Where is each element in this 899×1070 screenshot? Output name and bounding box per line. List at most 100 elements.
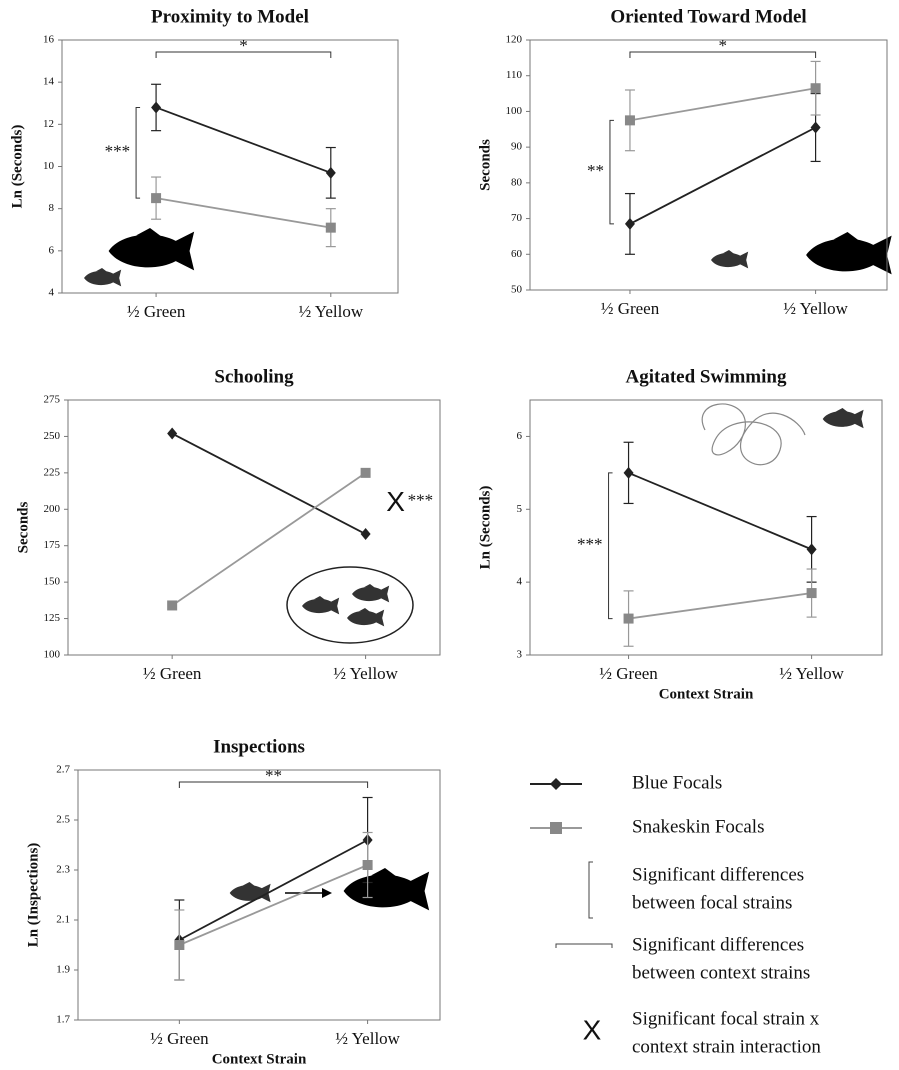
marker <box>167 600 178 611</box>
x-tick-label: ½ Yellow <box>779 664 844 683</box>
y-tick-label: 14 <box>43 76 55 88</box>
y-axis-label: Seconds <box>15 502 31 554</box>
y-tick-label: 3 <box>517 649 523 661</box>
x-axis-label: Context Strain <box>212 1051 307 1067</box>
legend-mark: X <box>583 1014 602 1045</box>
x-tick-label: ½ Green <box>127 302 186 321</box>
panel: Agitated Swimming Ln (Seconds) Context Str… <box>477 366 883 702</box>
context-sig: * <box>719 36 728 55</box>
marker <box>810 121 821 134</box>
interaction-sig: *** <box>408 490 434 509</box>
marker <box>806 543 817 556</box>
series-line <box>178 839 369 941</box>
y-tick-label: 2.3 <box>56 864 70 876</box>
x-tick-label: ½ Green <box>143 664 202 683</box>
y-tick-label: 16 <box>43 34 55 46</box>
y-tick-label: 8 <box>49 202 55 214</box>
panel: Schooling Seconds 100 125 150 175 200 225 250 275… <box>15 366 441 683</box>
y-tick-label: 150 <box>44 576 61 588</box>
y-tick-label: 2.5 <box>56 814 70 826</box>
y-tick-label: 110 <box>506 69 523 81</box>
y-tick-label: 2.7 <box>56 764 70 776</box>
marker <box>806 588 817 599</box>
x-tick-label: ½ Yellow <box>298 302 363 321</box>
legend-label: context strain interaction <box>632 1036 821 1057</box>
marker <box>624 217 635 230</box>
marker <box>624 115 635 126</box>
series-line <box>171 472 367 607</box>
y-tick-label: 4 <box>517 576 523 588</box>
y-tick-label: 6 <box>517 430 523 442</box>
y-tick-label: 4 <box>49 287 55 299</box>
series-line <box>179 864 368 946</box>
y-axis-label: Seconds <box>477 139 493 191</box>
marker <box>810 83 821 94</box>
legend-label: between focal strains <box>632 892 792 913</box>
series-line <box>629 87 816 122</box>
legend-label: Blue Focals <box>632 772 722 793</box>
panel: Inspections Ln (Inspections) Context Strai… <box>25 736 441 1067</box>
y-tick-label: 100 <box>506 105 523 117</box>
focal-sig: ** <box>587 161 604 180</box>
y-tick-label: 200 <box>44 503 61 515</box>
legend-label: Snakeskin Focals <box>632 816 764 837</box>
y-tick-label: 90 <box>511 141 523 153</box>
context-bracket <box>155 51 332 58</box>
focal-bracket <box>135 106 141 199</box>
marker <box>151 193 162 204</box>
marker <box>174 940 185 950</box>
series-line <box>628 472 812 551</box>
plot-frame <box>77 769 441 1021</box>
y-tick-label: 12 <box>43 118 54 130</box>
chart-title: Oriented Toward Model <box>610 6 806 27</box>
y-axis-label: Ln (Seconds) <box>477 486 493 570</box>
series-line <box>628 592 812 620</box>
marker <box>623 613 634 624</box>
legend-label: between context strains <box>632 962 810 983</box>
plot-frame <box>67 399 441 656</box>
y-tick-label: 275 <box>44 394 61 406</box>
y-tick-label: 5 <box>517 503 523 515</box>
legend-label: Significant focal strain x <box>632 1008 820 1029</box>
y-tick-label: 225 <box>44 466 61 478</box>
y-tick-label: 2.1 <box>56 914 70 926</box>
x-tick-label: ½ Green <box>599 664 658 683</box>
context-bracket <box>178 781 369 788</box>
y-tick-label: 1.7 <box>56 1014 70 1026</box>
panel: Oriented Toward Model Seconds 50 60 70 80 90 10… <box>477 6 888 318</box>
y-tick-label: 250 <box>44 430 61 442</box>
marker <box>325 166 336 179</box>
marker <box>360 467 371 478</box>
marker <box>167 427 178 440</box>
series-line <box>629 126 817 225</box>
context-sig: ** <box>265 766 282 785</box>
y-axis-label: Ln (Inspections) <box>25 843 41 948</box>
series-line <box>155 106 332 174</box>
legend-label: Significant differences <box>632 934 804 955</box>
y-tick-label: 70 <box>511 212 523 224</box>
legend-label: Significant differences <box>632 864 804 885</box>
chart-title: Inspections <box>213 736 305 757</box>
y-tick-label: 50 <box>511 284 523 296</box>
y-tick-label: 10 <box>43 160 55 172</box>
focal-sig: *** <box>577 535 603 554</box>
marker <box>325 222 336 233</box>
y-tick-label: 6 <box>49 244 55 256</box>
focal-sig: *** <box>105 142 131 161</box>
y-tick-label: 120 <box>506 34 523 46</box>
context-sig: * <box>239 36 248 55</box>
x-tick-label: ½ Green <box>150 1029 209 1048</box>
plot-frame <box>529 39 888 291</box>
x-tick-label: ½ Yellow <box>333 664 398 683</box>
interaction-mark: X <box>386 486 405 517</box>
chart-title: Proximity to Model <box>151 6 309 27</box>
panel: Proximity to Model Ln (Seconds) 4 6 8 10 12 14 1… <box>9 6 399 321</box>
chart-title: Agitated Swimming <box>626 366 787 387</box>
marker <box>623 466 634 479</box>
x-axis-label: Context Strain <box>659 686 754 702</box>
focal-bracket <box>608 472 613 620</box>
y-tick-label: 100 <box>44 649 61 661</box>
y-tick-label: 1.9 <box>56 964 70 976</box>
chart-title: Schooling <box>214 366 294 387</box>
